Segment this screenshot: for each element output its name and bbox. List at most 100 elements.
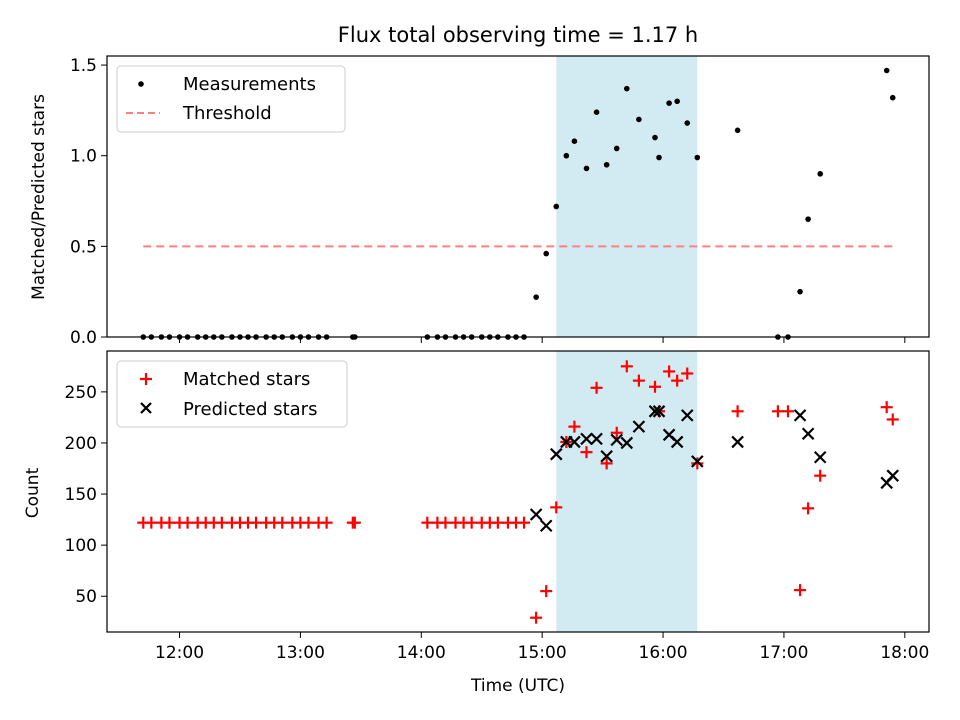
x-axis-label: Time (UTC) [470, 676, 565, 696]
y-tick-label: 250 [65, 383, 97, 403]
matched-star-point [794, 584, 807, 597]
matched-star-point [163, 516, 176, 529]
matched-star-point [530, 611, 543, 624]
measurement-point [571, 138, 578, 145]
bottom-x-ticks: 12:00 13:00 14:00 15:00 16:00 17:00 18:00 [155, 632, 929, 663]
matched-star-point [421, 516, 434, 529]
matched-star-point [320, 516, 333, 529]
predicted-star-point [620, 436, 634, 450]
predicted-star-point [590, 432, 603, 446]
measurement-point [533, 294, 539, 300]
legend-label-matched-stars: Matched stars [183, 369, 310, 390]
x-tick-label: 18:00 [880, 643, 929, 663]
predicted-star-point [886, 469, 900, 482]
top-shaded-interval [556, 56, 698, 337]
matched-star-point [439, 516, 452, 529]
predicted-star-point [652, 405, 666, 418]
top-panel: Flux total observing time = 1.17 h 0.0 0.… [29, 23, 930, 348]
matched-star-point [568, 420, 581, 433]
predicted-star-point [680, 409, 694, 422]
matched-star-point [348, 516, 361, 529]
legend-label-measurements: Measurements [183, 74, 316, 95]
matched-star-point [540, 585, 553, 598]
matched-star-point [600, 457, 613, 470]
matched-star-point [886, 413, 899, 426]
matched-star-point [580, 446, 593, 459]
x-tick-label: 14:00 [397, 643, 446, 663]
measurement-point [656, 154, 662, 161]
matched-star-point [880, 401, 893, 414]
matched-star-point [276, 516, 289, 529]
predicted-star-point [691, 455, 704, 468]
predicted-star-point [550, 447, 563, 461]
matched-star-point [491, 516, 504, 529]
bottom-legend: Matched stars Predicted stars [116, 360, 348, 428]
matched-star-point [691, 457, 704, 470]
measurement-point [694, 154, 701, 161]
matched-star-point [814, 469, 827, 482]
measurement-point [593, 109, 600, 115]
matched-star-point [649, 380, 661, 393]
legend-marker-matched-stars [140, 373, 152, 385]
matched-star-point [302, 516, 315, 529]
legend-label-threshold: Threshold [182, 103, 272, 124]
predicted-star-point [793, 409, 807, 422]
matched-star-point [590, 381, 603, 394]
measurement-point [684, 120, 691, 126]
y-tick-label: 0.5 [70, 237, 97, 257]
shaded-observing-interval [556, 56, 698, 337]
measurement-point [883, 67, 890, 74]
legend-marker-measurements [138, 81, 144, 87]
measurement-point [652, 134, 658, 141]
bottom-y-axis-label: Count [23, 467, 43, 518]
top-y-axis-label: Matched/Predicted stars [29, 94, 49, 300]
matched-star-point [781, 405, 794, 418]
measurement-point [613, 145, 620, 152]
x-tick-label: 16:00 [639, 643, 688, 663]
measurement-point [666, 100, 672, 106]
chart-title: Flux total observing time = 1.17 h [338, 23, 698, 47]
y-tick-label: 1.5 [70, 56, 97, 76]
measurement-points [140, 67, 896, 340]
predicted-star-point [568, 435, 581, 449]
matched-star-point [518, 516, 531, 529]
predicted-star-point [813, 450, 827, 464]
predicted-star-point [539, 519, 553, 533]
matched-star-point [465, 516, 478, 529]
measurement-point [623, 85, 630, 92]
matched-star-point [663, 365, 676, 378]
y-tick-label: 0.0 [70, 328, 97, 348]
predicted-star-points [529, 405, 900, 533]
matched-star-point [145, 516, 158, 529]
bottom-legend-box [116, 360, 348, 428]
matched-star-point [215, 516, 228, 529]
matched-star-point [681, 367, 694, 380]
predicted-star-point [731, 435, 744, 449]
top-legend-box [116, 65, 346, 133]
bottom-axes-frame [106, 350, 930, 633]
bottom-shaded-interval [556, 351, 698, 632]
matched-star-point [671, 374, 684, 387]
predicted-star-point [610, 433, 623, 447]
measurement-point [805, 216, 811, 222]
predicted-star-point [801, 427, 815, 441]
predicted-star-point [600, 449, 613, 463]
measurement-point [553, 203, 560, 210]
legend-marker-predicted-stars [140, 402, 152, 414]
predicted-star-point [580, 432, 593, 446]
top-x-ticks [179, 337, 906, 343]
y-tick-label: 100 [65, 536, 97, 556]
measurement-point [734, 127, 741, 134]
shaded-observing-interval [556, 351, 698, 632]
matched-star-point [550, 501, 563, 514]
y-tick-label: 50 [75, 587, 97, 607]
predicted-star-point [648, 405, 662, 418]
top-y-ticks: 0.0 0.5 1.0 1.5 [70, 56, 107, 348]
bottom-y-ticks: 50 100 150 200 250 [65, 383, 107, 607]
measurement-point [603, 161, 610, 168]
matched-star-point [771, 405, 784, 418]
matched-star-point [632, 374, 645, 387]
measurement-point [797, 288, 803, 295]
matched-star-point [610, 426, 623, 439]
